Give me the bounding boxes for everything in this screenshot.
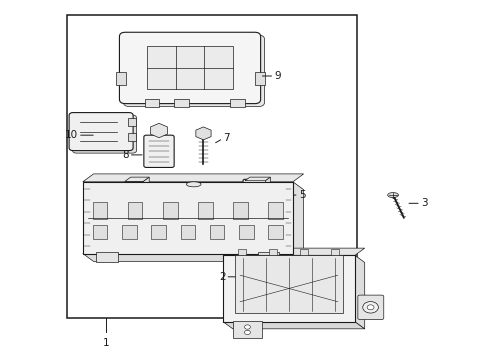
Bar — [93, 225, 107, 239]
Text: 7: 7 — [223, 134, 230, 143]
Polygon shape — [293, 182, 304, 261]
Text: 9: 9 — [274, 71, 281, 81]
Bar — [258, 252, 279, 262]
Bar — [117, 72, 126, 85]
Bar — [145, 99, 159, 107]
Circle shape — [245, 325, 250, 329]
Bar — [174, 99, 189, 107]
Text: 3: 3 — [421, 198, 427, 208]
Bar — [147, 46, 233, 89]
Text: 5: 5 — [299, 190, 305, 200]
Bar — [269, 249, 277, 255]
Bar — [299, 249, 308, 255]
FancyBboxPatch shape — [144, 135, 174, 167]
Polygon shape — [83, 174, 304, 182]
Polygon shape — [125, 177, 149, 181]
Bar — [180, 225, 195, 239]
FancyBboxPatch shape — [243, 179, 268, 202]
Ellipse shape — [388, 193, 398, 198]
Bar — [233, 320, 262, 338]
Text: 6: 6 — [176, 190, 183, 200]
Circle shape — [367, 305, 374, 310]
FancyBboxPatch shape — [120, 32, 261, 104]
Bar — [233, 202, 248, 219]
Polygon shape — [223, 321, 365, 329]
Bar — [238, 249, 246, 255]
Bar — [223, 255, 355, 321]
Circle shape — [245, 330, 250, 334]
Bar — [83, 182, 293, 253]
Text: 4: 4 — [100, 189, 107, 199]
FancyBboxPatch shape — [358, 295, 384, 319]
Bar — [128, 133, 136, 140]
FancyBboxPatch shape — [123, 35, 265, 107]
Bar — [135, 198, 139, 204]
Bar — [151, 225, 166, 239]
Bar — [230, 99, 245, 107]
Bar — [128, 202, 143, 219]
Bar — [122, 225, 137, 239]
Bar — [235, 255, 343, 313]
Bar — [186, 184, 201, 199]
Bar — [93, 202, 107, 219]
Bar — [128, 198, 132, 204]
Bar — [97, 252, 118, 262]
Polygon shape — [245, 177, 270, 181]
Polygon shape — [266, 177, 270, 201]
Bar — [269, 225, 283, 239]
Bar — [140, 198, 144, 204]
Bar — [128, 118, 136, 126]
Bar — [67, 15, 357, 318]
Polygon shape — [144, 177, 149, 199]
Polygon shape — [83, 253, 304, 261]
Bar — [255, 72, 265, 85]
Bar — [239, 225, 254, 239]
Bar — [198, 202, 213, 219]
Text: 1: 1 — [102, 338, 109, 348]
Text: 2: 2 — [219, 272, 225, 282]
FancyBboxPatch shape — [69, 113, 133, 150]
FancyBboxPatch shape — [73, 115, 137, 153]
Ellipse shape — [186, 182, 201, 187]
Text: 10: 10 — [65, 130, 78, 140]
Bar — [210, 225, 224, 239]
Polygon shape — [223, 248, 365, 255]
Circle shape — [363, 302, 378, 313]
Polygon shape — [355, 255, 365, 329]
Bar — [331, 249, 339, 255]
Bar — [163, 202, 177, 219]
Bar — [125, 181, 144, 199]
Bar — [269, 202, 283, 219]
Text: 8: 8 — [122, 150, 129, 160]
